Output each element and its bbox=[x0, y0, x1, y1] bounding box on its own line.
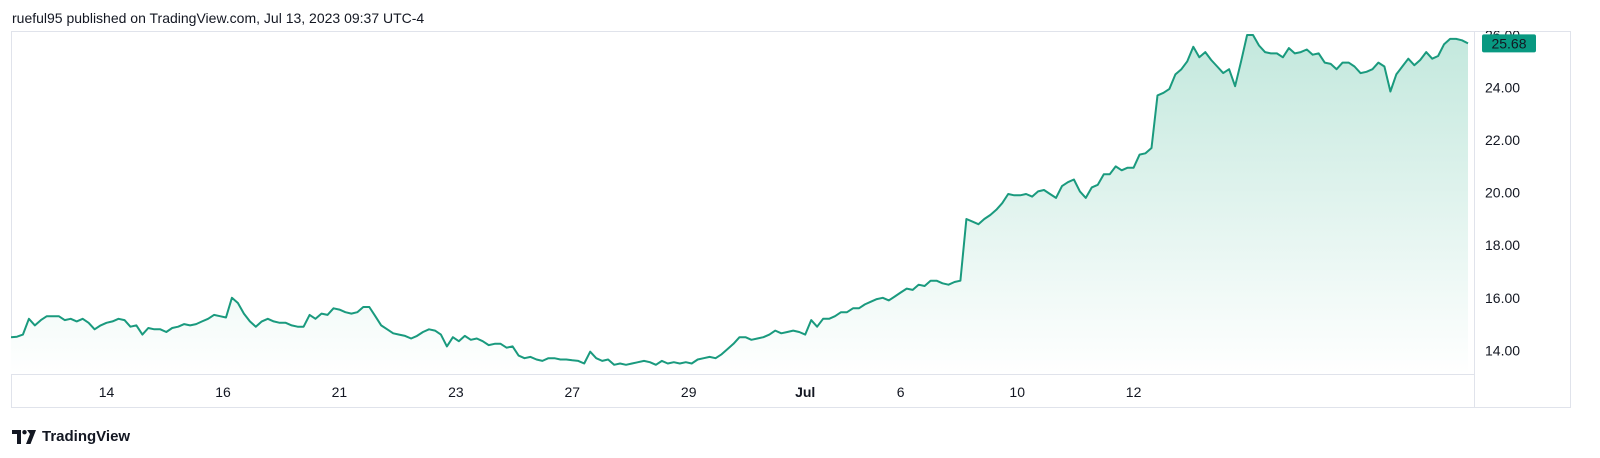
time-tick-label: 10 bbox=[1009, 384, 1025, 400]
time-tick-label: 14 bbox=[99, 384, 115, 400]
price-tick-label: 22.00 bbox=[1485, 132, 1520, 148]
time-tick-label: 29 bbox=[681, 384, 697, 400]
price-tick-label: 18.00 bbox=[1485, 237, 1520, 253]
price-tick-label: 16.00 bbox=[1485, 290, 1520, 306]
chart-frame bbox=[11, 31, 1571, 408]
price-tick-label: 14.00 bbox=[1485, 342, 1520, 358]
time-tick-label: 27 bbox=[565, 384, 581, 400]
time-tick-label: 16 bbox=[215, 384, 231, 400]
footer-brand[interactable]: TradingView bbox=[12, 428, 130, 445]
price-tick-label: 20.00 bbox=[1485, 185, 1520, 201]
last-price-badge-bg bbox=[1482, 34, 1536, 53]
time-tick-label: 23 bbox=[448, 384, 464, 400]
area-fill bbox=[11, 35, 1468, 374]
tradingview-logo-icon bbox=[12, 429, 36, 444]
time-tick-label: 6 bbox=[897, 384, 905, 400]
time-tick-label: Jul bbox=[795, 384, 815, 400]
price-line bbox=[11, 34, 1469, 366]
publish-info: rueful95 published on TradingView.com, J… bbox=[12, 10, 425, 26]
time-tick-label: 21 bbox=[332, 384, 348, 400]
price-tick-label: 24.00 bbox=[1485, 80, 1520, 96]
last-price-label: 25.68 bbox=[1491, 35, 1526, 51]
time-tick-label: 12 bbox=[1126, 384, 1142, 400]
time-axis: 14 16 21 23 27 29 Jul 6 10 12 bbox=[99, 384, 1142, 400]
brand-name: TradingView bbox=[42, 428, 131, 445]
last-price-badge: 25.68 bbox=[1482, 34, 1536, 53]
